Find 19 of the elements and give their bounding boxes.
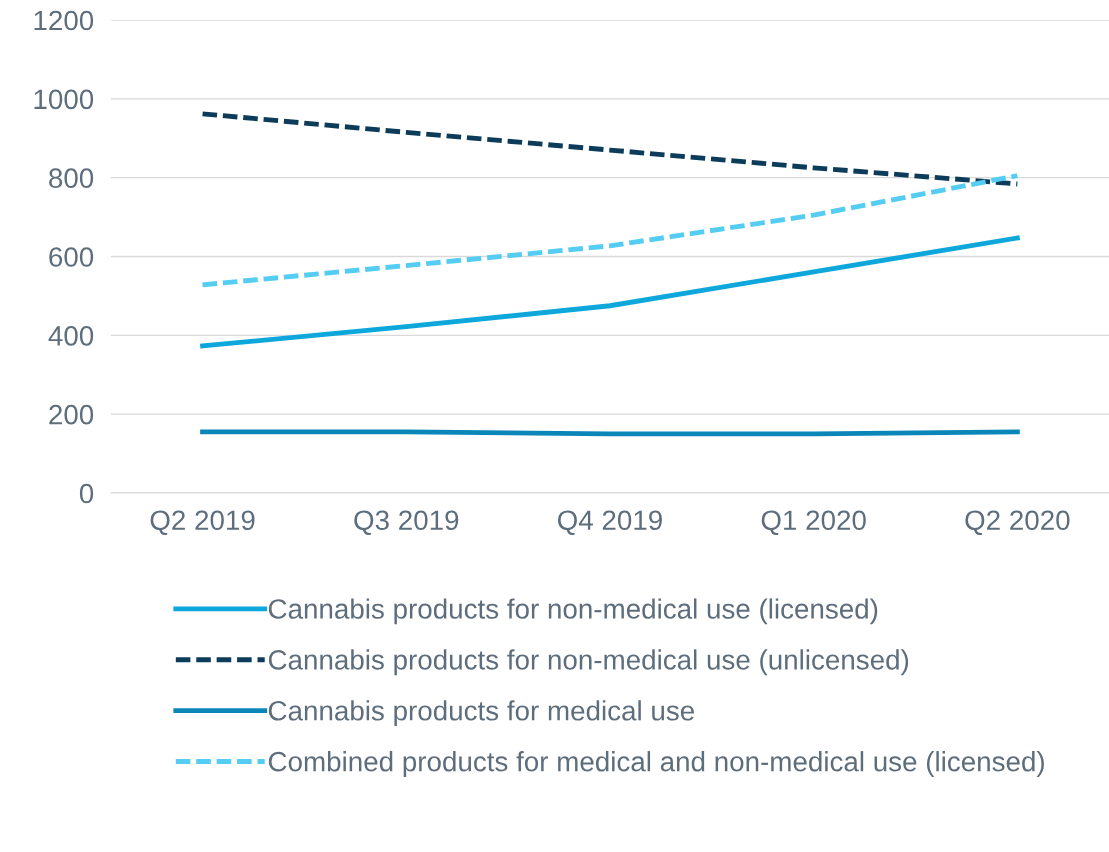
legend-label: Cannabis products for non-medical use (unlicensed): [268, 649, 909, 676]
x-tick-label: Q3 2019: [354, 510, 459, 536]
y-tick-label: 1200: [34, 10, 94, 31]
y-tick-label: 1000: [34, 89, 94, 110]
y-tick-label: 600: [49, 247, 94, 267]
legend-label: Cannabis products for non-medical use (licensed): [268, 598, 878, 625]
line-series: [200, 235, 1020, 349]
y-tick-label: 0: [79, 483, 94, 504]
y-tick-label: 200: [49, 404, 94, 425]
x-tick-label: Q1 2020: [761, 510, 866, 536]
y-tick-label: 400: [48, 326, 94, 346]
legend-label: Cannabis products for medical use: [268, 700, 694, 727]
line-series: [200, 111, 1020, 187]
legend-label: Combined products for medical and non-medical use (licensed): [268, 751, 1044, 777]
line-series: [200, 173, 1020, 288]
x-tick-label: Q2 2020: [965, 510, 1070, 536]
x-tick-label: Q4 2019: [557, 510, 662, 536]
x-tick-label: Q2 2019: [150, 510, 255, 536]
y-tick-label: 800: [49, 168, 94, 189]
